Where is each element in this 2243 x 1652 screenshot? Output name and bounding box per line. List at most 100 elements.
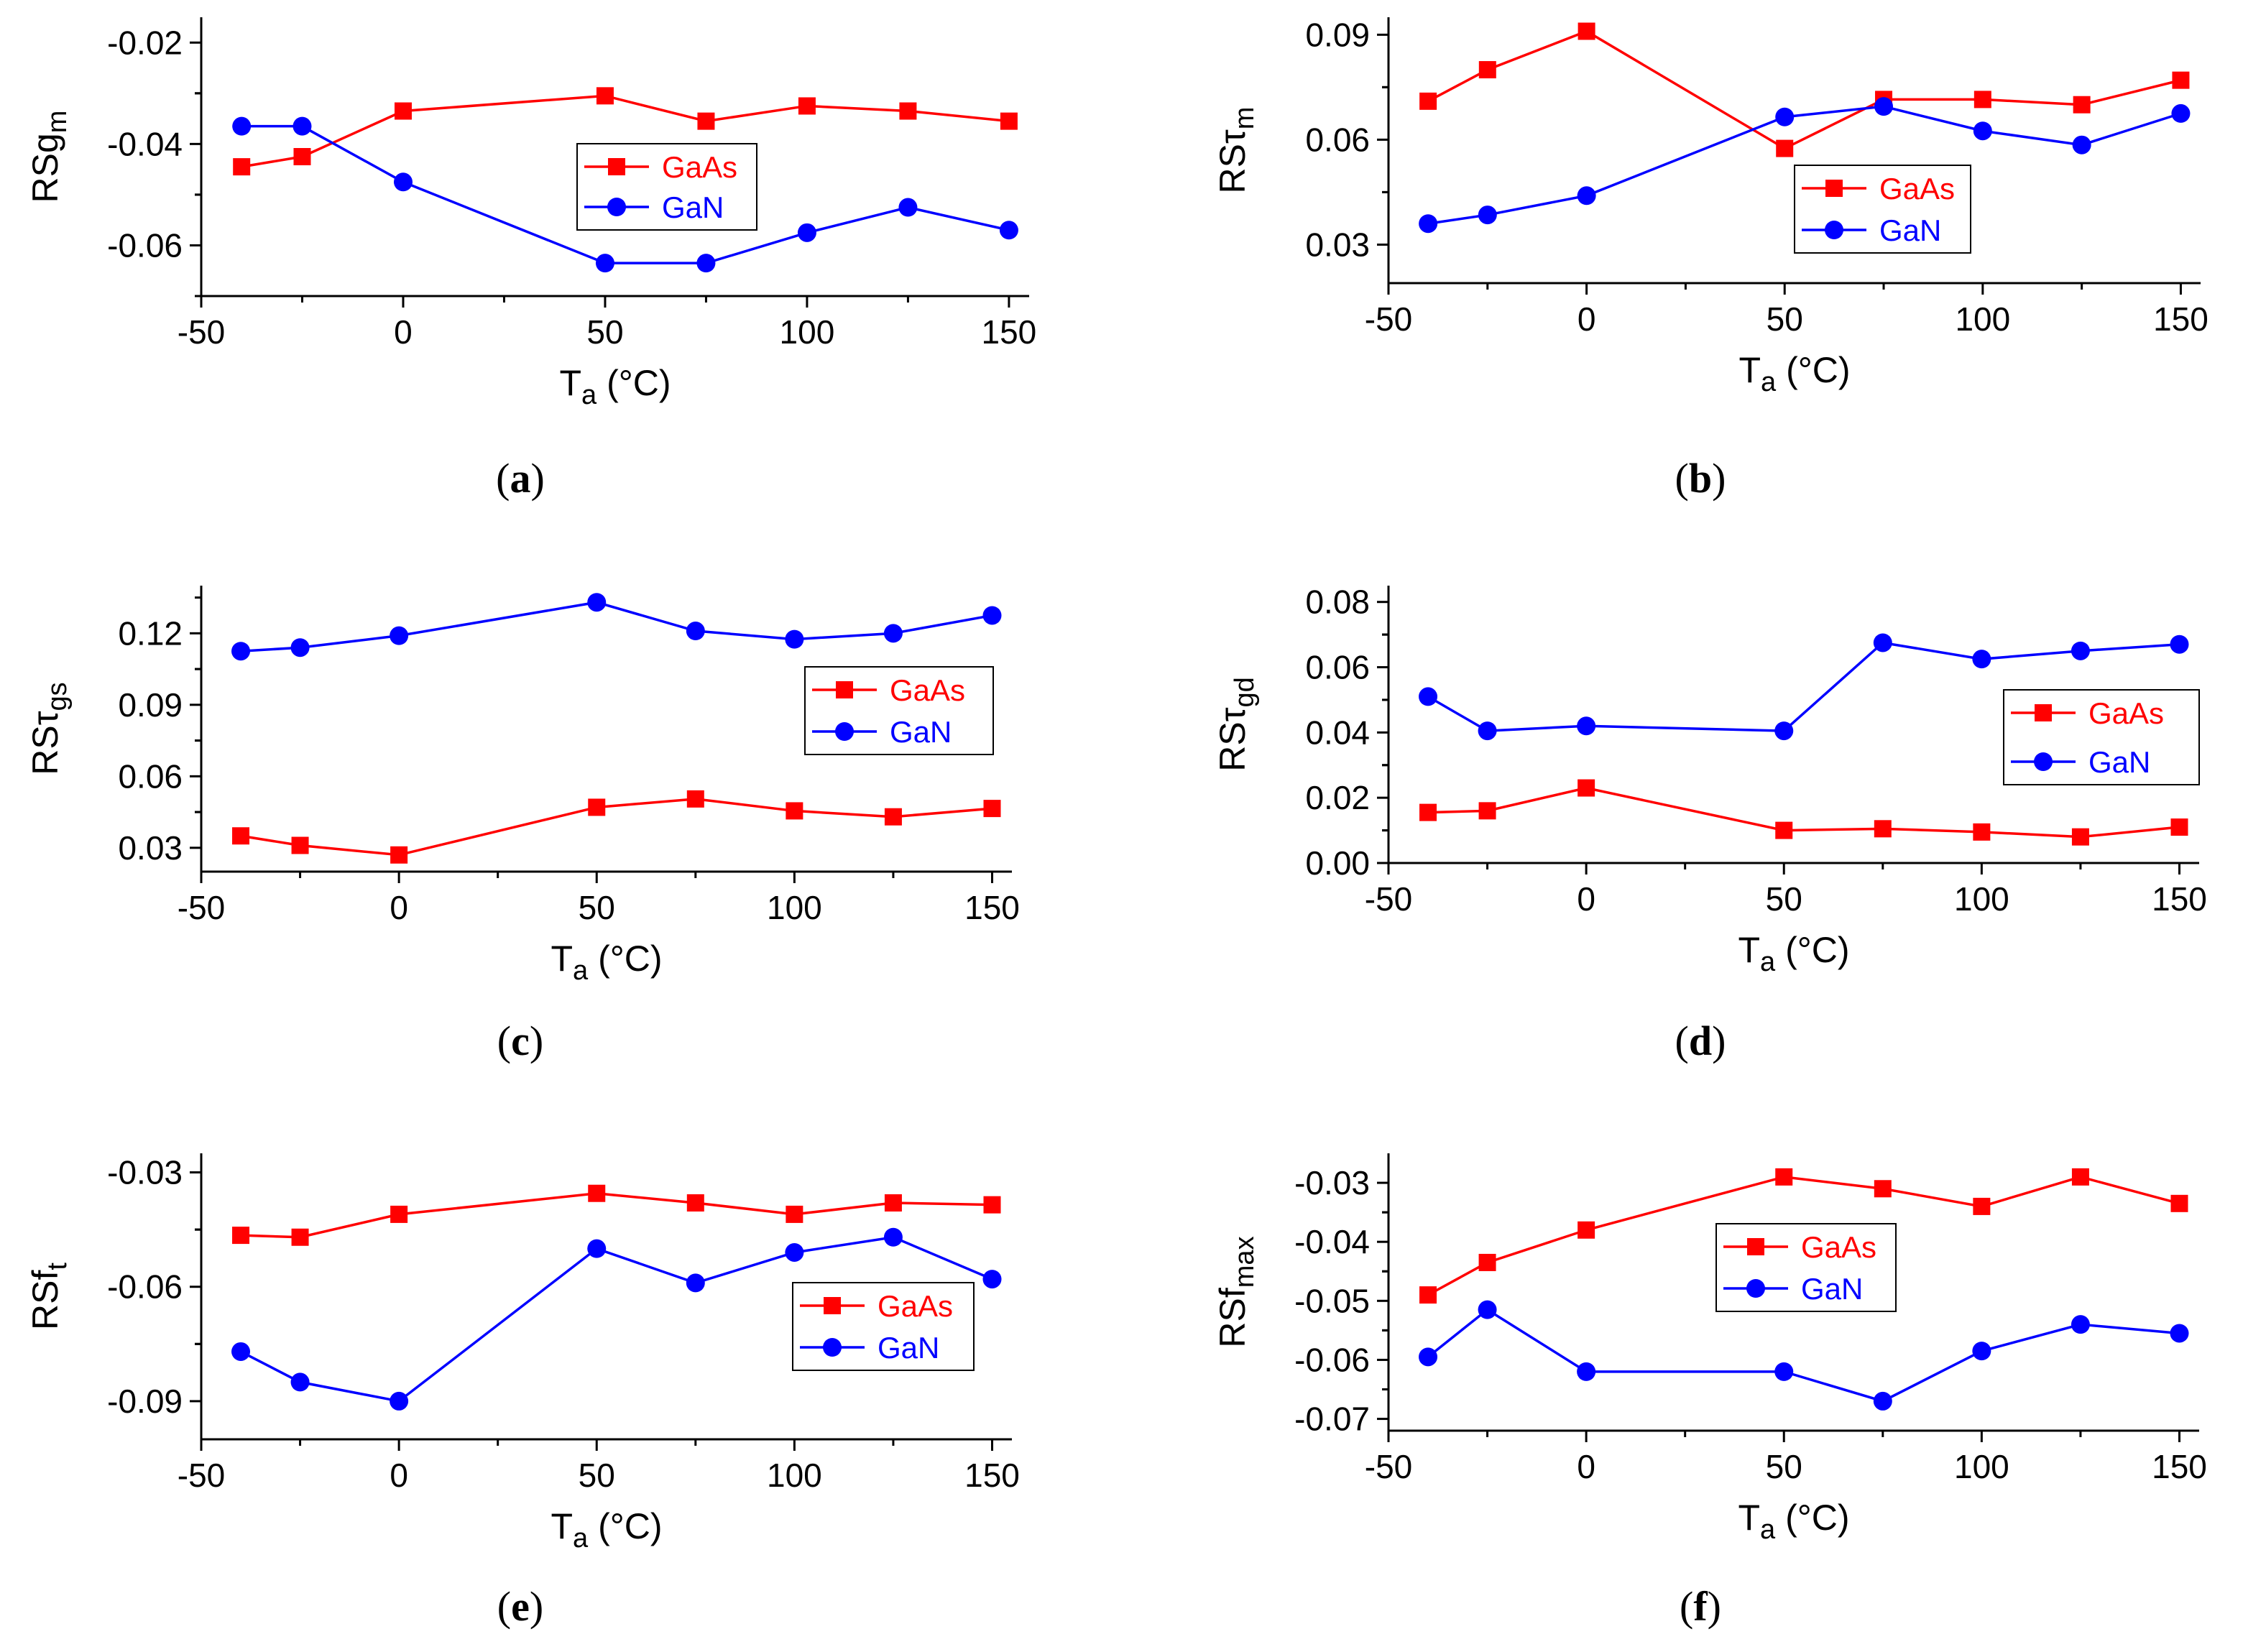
legend-label-gan: GaN [878, 1331, 939, 1365]
data-point-gan [2171, 103, 2191, 123]
series-line-gan [1427, 1308, 2180, 1403]
y-tick-label: -0.06 [107, 226, 183, 264]
y-tick-label: -0.09 [107, 1383, 183, 1420]
series-line-gaas [240, 1191, 992, 1239]
x-tick-label: 0 [394, 313, 413, 351]
panel-caption: (c) [497, 1017, 543, 1064]
data-point-gaas [588, 1184, 606, 1202]
legend-marker-gan [1746, 1279, 1765, 1298]
data-point-gan [231, 1342, 251, 1361]
legend-label-gan: GaN [662, 190, 724, 224]
data-point-gaas [232, 1227, 250, 1245]
data-point-gaas [1419, 803, 1437, 821]
data-point-gan [999, 221, 1018, 240]
data-point-gan [595, 254, 614, 273]
data-point-gaas [798, 97, 816, 115]
data-point-gaas [596, 87, 614, 105]
data-point-gan [231, 642, 251, 661]
data-point-gan [982, 1270, 1002, 1289]
legend-label-gaas: GaAs [2088, 696, 2164, 730]
data-point-gan [1973, 121, 1992, 141]
series-line-gaas [1427, 1176, 2180, 1296]
y-axis-label: RSfmax [1212, 1236, 1260, 1347]
y-tick-label: 0.06 [1305, 649, 1370, 686]
data-point-gaas [291, 1228, 309, 1246]
data-point-gaas [686, 1194, 704, 1212]
x-tick-label: -50 [1365, 300, 1412, 338]
x-tick-label: 100 [1954, 1448, 2009, 1485]
legend-marker-gan [2034, 752, 2053, 771]
y-tick-label: 0.03 [118, 829, 183, 867]
series-line-gaas [1427, 29, 2181, 150]
y-tick-label: 0.04 [1305, 714, 1370, 751]
data-point-gan [1873, 633, 1892, 652]
legend-marker-gan [607, 198, 626, 216]
data-point-gan [290, 638, 310, 657]
series-line-gan [241, 124, 1010, 264]
y-tick-label: 0.09 [118, 686, 183, 724]
data-point-gan [785, 629, 804, 649]
chart-panel-b: -50 0 50 100 150 0.03 0.06 0.09 Ta (°C) RSτm GaAs G… [1212, 16, 2209, 502]
data-point-gaas [2172, 71, 2190, 89]
legend-box [576, 143, 757, 231]
panel-caption: (d) [1675, 1017, 1726, 1064]
y-axis-label: RSτgd [1212, 677, 1260, 772]
x-tick-label: 0 [1577, 1448, 1595, 1485]
x-tick-label: 150 [964, 1457, 1020, 1494]
data-point-gaas [390, 846, 408, 864]
chart-panel-a: -50 0 50 100 150 -0.06 -0.04 -0.02 Ta (°C) RSgm Ga… [25, 17, 1036, 502]
data-point-gaas [1478, 61, 1496, 79]
data-point-gan [293, 116, 312, 136]
series-line-gan [1427, 641, 2180, 732]
y-tick-label: -0.07 [1294, 1400, 1370, 1438]
y-axis-label: RSft [25, 1263, 73, 1330]
x-tick-label: 50 [586, 313, 623, 351]
data-point-gaas [983, 800, 1001, 818]
legend-marker-gan [835, 722, 854, 741]
legend-label-gaas: GaAs [890, 673, 965, 707]
y-tick-label: 0.06 [1305, 121, 1370, 158]
y-tick-label: 0.06 [118, 757, 183, 795]
data-point-gan [232, 116, 252, 136]
chart-panel-c: -50 0 50 100 150 0.03 0.06 0.09 0.12 Ta (°C) RSτgs… [25, 586, 1020, 1064]
x-tick-label: 0 [390, 889, 408, 926]
data-point-gan [390, 1391, 409, 1411]
series-line-gan [240, 1235, 993, 1403]
data-point-gan [797, 223, 816, 242]
x-tick-label: 150 [964, 889, 1020, 926]
data-point-gaas [1578, 1221, 1595, 1239]
x-tick-label: 50 [579, 889, 615, 926]
data-point-gaas [1973, 1197, 1991, 1215]
data-point-gan [1419, 687, 1438, 706]
series-line-gan [1427, 105, 2181, 225]
data-point-gaas [786, 802, 803, 820]
legend-label-gan: GaN [1801, 1272, 1863, 1306]
data-point-gan [1873, 1391, 1892, 1411]
data-point-gan [393, 172, 413, 192]
data-point-gaas [2071, 828, 2089, 846]
data-point-gan [1774, 721, 1794, 741]
x-tick-label: 100 [1955, 300, 2010, 338]
data-point-gaas [2170, 818, 2188, 836]
data-point-gan [1972, 650, 1991, 669]
data-point-gaas [686, 790, 704, 808]
legend-box [792, 1282, 975, 1371]
data-point-gaas [1578, 22, 1595, 40]
y-axis-label: RSτm [1212, 107, 1260, 194]
x-tick-label: 150 [2152, 1448, 2207, 1485]
data-point-gaas [1775, 821, 1793, 839]
y-tick-label: -0.02 [107, 24, 183, 61]
data-point-gaas [1776, 139, 1794, 157]
panel-caption: (a) [496, 455, 545, 502]
x-axis-label: Ta (°C) [551, 1506, 663, 1554]
x-tick-label: 50 [1767, 300, 1803, 338]
x-tick-label: 100 [767, 1457, 822, 1494]
data-point-gan [2071, 641, 2090, 660]
data-point-gaas [2073, 96, 2091, 114]
data-point-gaas [233, 158, 251, 176]
y-tick-label: -0.03 [107, 1154, 183, 1191]
y-tick-label: -0.04 [1294, 1223, 1370, 1260]
y-tick-label: 0.00 [1305, 844, 1370, 882]
data-point-gan [898, 198, 918, 217]
